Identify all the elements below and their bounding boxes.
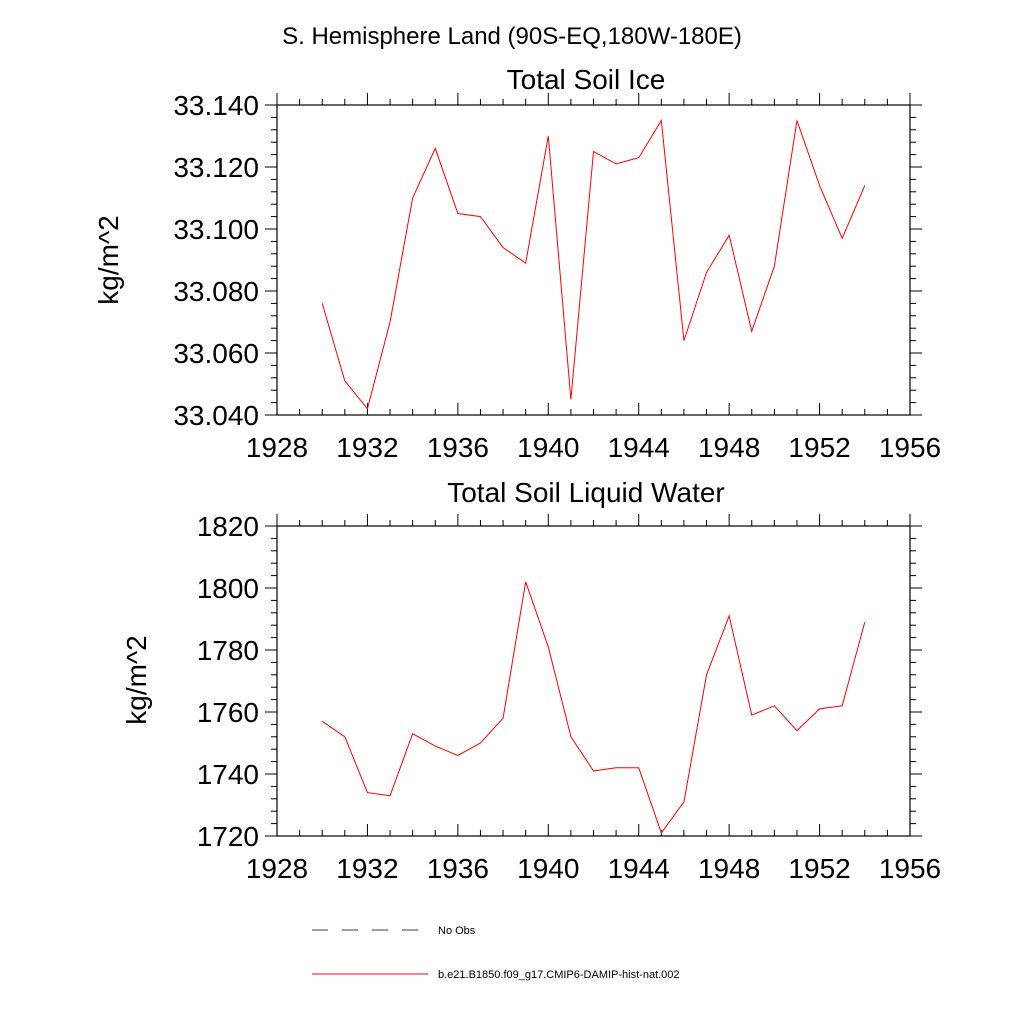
y-axis-label: kg/m^2 — [121, 635, 152, 724]
x-tick-label: 1956 — [879, 432, 941, 463]
panel-total-soil-ice: Total Soil Ice kg/m^2 1928 1932 1936 1940 19… — [93, 64, 941, 463]
x-tick-label: 1940 — [517, 853, 579, 884]
y-tick-label: 1720 — [197, 821, 259, 852]
x-tick-label: 1952 — [788, 853, 850, 884]
x-tick-label: 1932 — [336, 432, 398, 463]
legend-label-no-obs: No Obs — [438, 925, 476, 937]
legend: No Obs b.e21.B1850.f09_g17.CMIP6-DAMIP-h… — [312, 925, 680, 981]
series-line — [321, 581, 866, 834]
x-tick-label: 1932 — [336, 853, 398, 884]
x-tick-label: 1944 — [608, 432, 670, 463]
y-tick-label: 33.040 — [173, 400, 259, 431]
y-tick-label: 33.140 — [173, 90, 259, 121]
x-tick-label: 1936 — [427, 432, 489, 463]
plot-frame — [276, 104, 911, 416]
y-tick-label: 1820 — [197, 511, 259, 542]
y-tick-label: 1740 — [197, 759, 259, 790]
figure-suptitle: S. Hemisphere Land (90S-EQ,180W-180E) — [282, 23, 742, 50]
x-tick-label: 1948 — [698, 432, 760, 463]
y-tick-label: 33.080 — [173, 276, 259, 307]
panel-title: Total Soil Liquid Water — [447, 477, 725, 508]
x-tick-label: 1944 — [608, 853, 670, 884]
plot-frame — [276, 525, 911, 837]
panel-total-soil-liquid-water: Total Soil Liquid Water kg/m^2 1928 1932 1… — [121, 477, 941, 884]
y-tick-label: 33.120 — [173, 152, 259, 183]
x-tick-label: 1940 — [517, 432, 579, 463]
y-axis-label: kg/m^2 — [93, 215, 124, 304]
x-tick-label: 1928 — [246, 853, 308, 884]
y-tick-label: 33.060 — [173, 338, 259, 369]
x-tick-label: 1956 — [879, 853, 941, 884]
legend-label-model: b.e21.B1850.f09_g17.CMIP6-DAMIP-hist-nat… — [438, 969, 680, 981]
x-tick-label: 1952 — [788, 432, 850, 463]
series-line — [321, 118, 866, 410]
x-tick-label: 1928 — [246, 432, 308, 463]
y-tick-label: 1780 — [197, 635, 259, 666]
panel-title: Total Soil Ice — [507, 64, 666, 95]
y-tick-label: 1760 — [197, 697, 259, 728]
y-tick-label: 1800 — [197, 573, 259, 604]
x-tick-label: 1948 — [698, 853, 760, 884]
x-tick-label: 1936 — [427, 853, 489, 884]
y-tick-label: 33.100 — [173, 214, 259, 245]
